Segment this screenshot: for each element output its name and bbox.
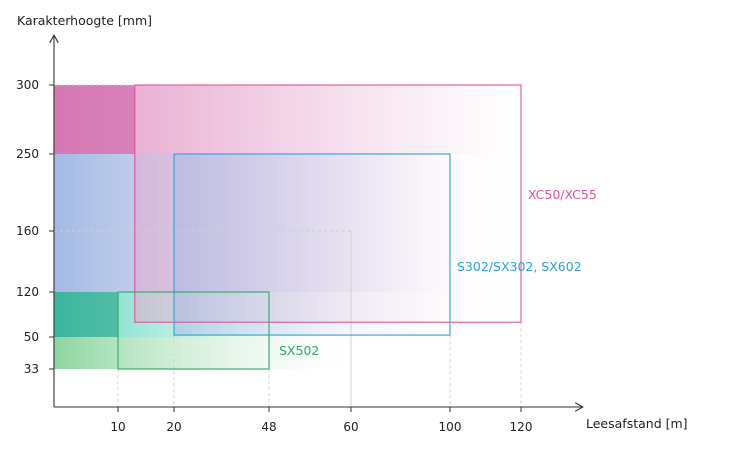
y-tick-label: 33 [24,362,39,376]
series-box-2 [117,291,270,370]
fills-layer [54,85,522,369]
x-tick-label: 10 [110,420,125,434]
series-label-2: SX502 [279,343,319,358]
y-axis-title: Karakterhoogte [mm] [17,13,152,28]
x-tick-label: 60 [343,420,358,434]
y-tick-label: 160 [16,224,39,238]
series-box-0 [134,84,522,323]
sx502-bottom-band-fill [54,337,351,369]
series-box-1 [173,153,451,336]
x-tick-label: 120 [510,420,533,434]
x-tick-label: 100 [439,420,462,434]
x-tick-label: 20 [166,420,181,434]
x-axis-title: Leesafstand [m] [586,416,688,431]
guide-lines [54,84,522,407]
y-tick-label: 120 [16,285,39,299]
y-tick-label: 300 [16,78,39,92]
guide-box-60-160 [54,230,352,407]
y-tick-label: 50 [24,330,39,344]
sx502-top-band-solid [54,292,118,337]
tick-labels: 10 20 48 60 100 120 33 50 120 160 250 300 [16,78,532,434]
series-labels: XC50/XC55 S302/SX302, SX602 SX502 [279,187,597,358]
series-boxes [117,84,522,370]
series-label-1: S302/SX302, SX602 [457,259,582,274]
s302-body-fill [174,154,450,336]
axes [49,36,582,412]
series-label-0: XC50/XC55 [528,187,597,202]
x-tick-label: 48 [261,420,276,434]
xc50-band-solid [54,85,135,154]
y-tick-label: 250 [16,147,39,161]
